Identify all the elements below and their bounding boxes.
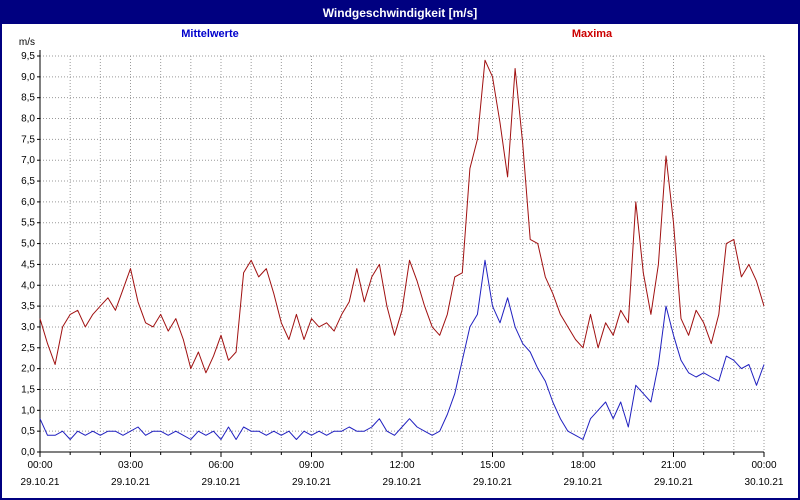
y-tick-label: 2,0 — [21, 364, 35, 375]
x-date-label: 29.10.21 — [383, 477, 422, 488]
x-time-label: 15:00 — [480, 460, 505, 471]
x-date-label: 30.10.21 — [745, 477, 784, 488]
x-time-label: 18:00 — [570, 460, 595, 471]
y-tick-label: 3,0 — [21, 322, 35, 333]
y-tick-label: 5,5 — [21, 218, 35, 229]
y-tick-label: 1,0 — [21, 405, 35, 416]
x-time-label: 12:00 — [389, 460, 414, 471]
window-titlebar: Windgeschwindigkeit [m/s] — [2, 2, 798, 24]
y-tick-label: 9,5 — [21, 51, 35, 62]
x-time-label: 00:00 — [27, 460, 52, 471]
x-date-label: 29.10.21 — [21, 477, 60, 488]
window-title: Windgeschwindigkeit [m/s] — [322, 6, 478, 20]
y-tick-label: 4,5 — [21, 259, 35, 270]
x-date-label: 29.10.21 — [564, 477, 603, 488]
y-axis-unit-label: m/s — [19, 37, 35, 48]
series-line-maxima — [39, 59, 765, 374]
series-line-mittelwerte — [39, 259, 765, 440]
x-date-label: 29.10.21 — [473, 477, 512, 488]
y-tick-label: 5,0 — [21, 239, 35, 250]
y-tick-label: 8,0 — [21, 114, 35, 125]
x-time-label: 21:00 — [661, 460, 686, 471]
legend-mittelwerte: Mittelwerte — [181, 28, 239, 40]
y-tick-label: 7,5 — [21, 134, 35, 145]
y-tick-label: 9,0 — [21, 72, 35, 83]
chart-area: Mittelwerte Maxima 0,0 0,5 1,0 1,5 2,0 2,5 3,0… — [2, 24, 798, 498]
x-date-label: 29.10.21 — [654, 477, 693, 488]
x-time-label: 03:00 — [118, 460, 143, 471]
x-time-label: 06:00 — [208, 460, 233, 471]
y-tick-label: 1,5 — [21, 384, 35, 395]
y-tick-label: 4,0 — [21, 280, 35, 291]
x-date-label: 29.10.21 — [292, 477, 331, 488]
y-tick-label: 0,5 — [21, 426, 35, 437]
y-tick-label: 7,0 — [21, 155, 35, 166]
x-time-label: 00:00 — [751, 460, 776, 471]
wind-speed-chart: 0,0 0,5 1,0 1,5 2,0 2,5 3,0 3,5 4,0 4,5 5,0 5,5 6,0 6… — [19, 37, 784, 488]
x-time-label: 09:00 — [299, 460, 324, 471]
y-tick-label: 2,5 — [21, 343, 35, 354]
y-tick-label: 3,5 — [21, 301, 35, 312]
y-tick-label: 8,5 — [21, 93, 35, 104]
y-tick-label: 0,0 — [21, 447, 35, 458]
y-tick-label: 6,0 — [21, 197, 35, 208]
y-tick-label: 6,5 — [21, 176, 35, 187]
x-date-label: 29.10.21 — [202, 477, 241, 488]
x-date-label: 29.10.21 — [111, 477, 150, 488]
legend-maxima: Maxima — [571, 28, 613, 40]
